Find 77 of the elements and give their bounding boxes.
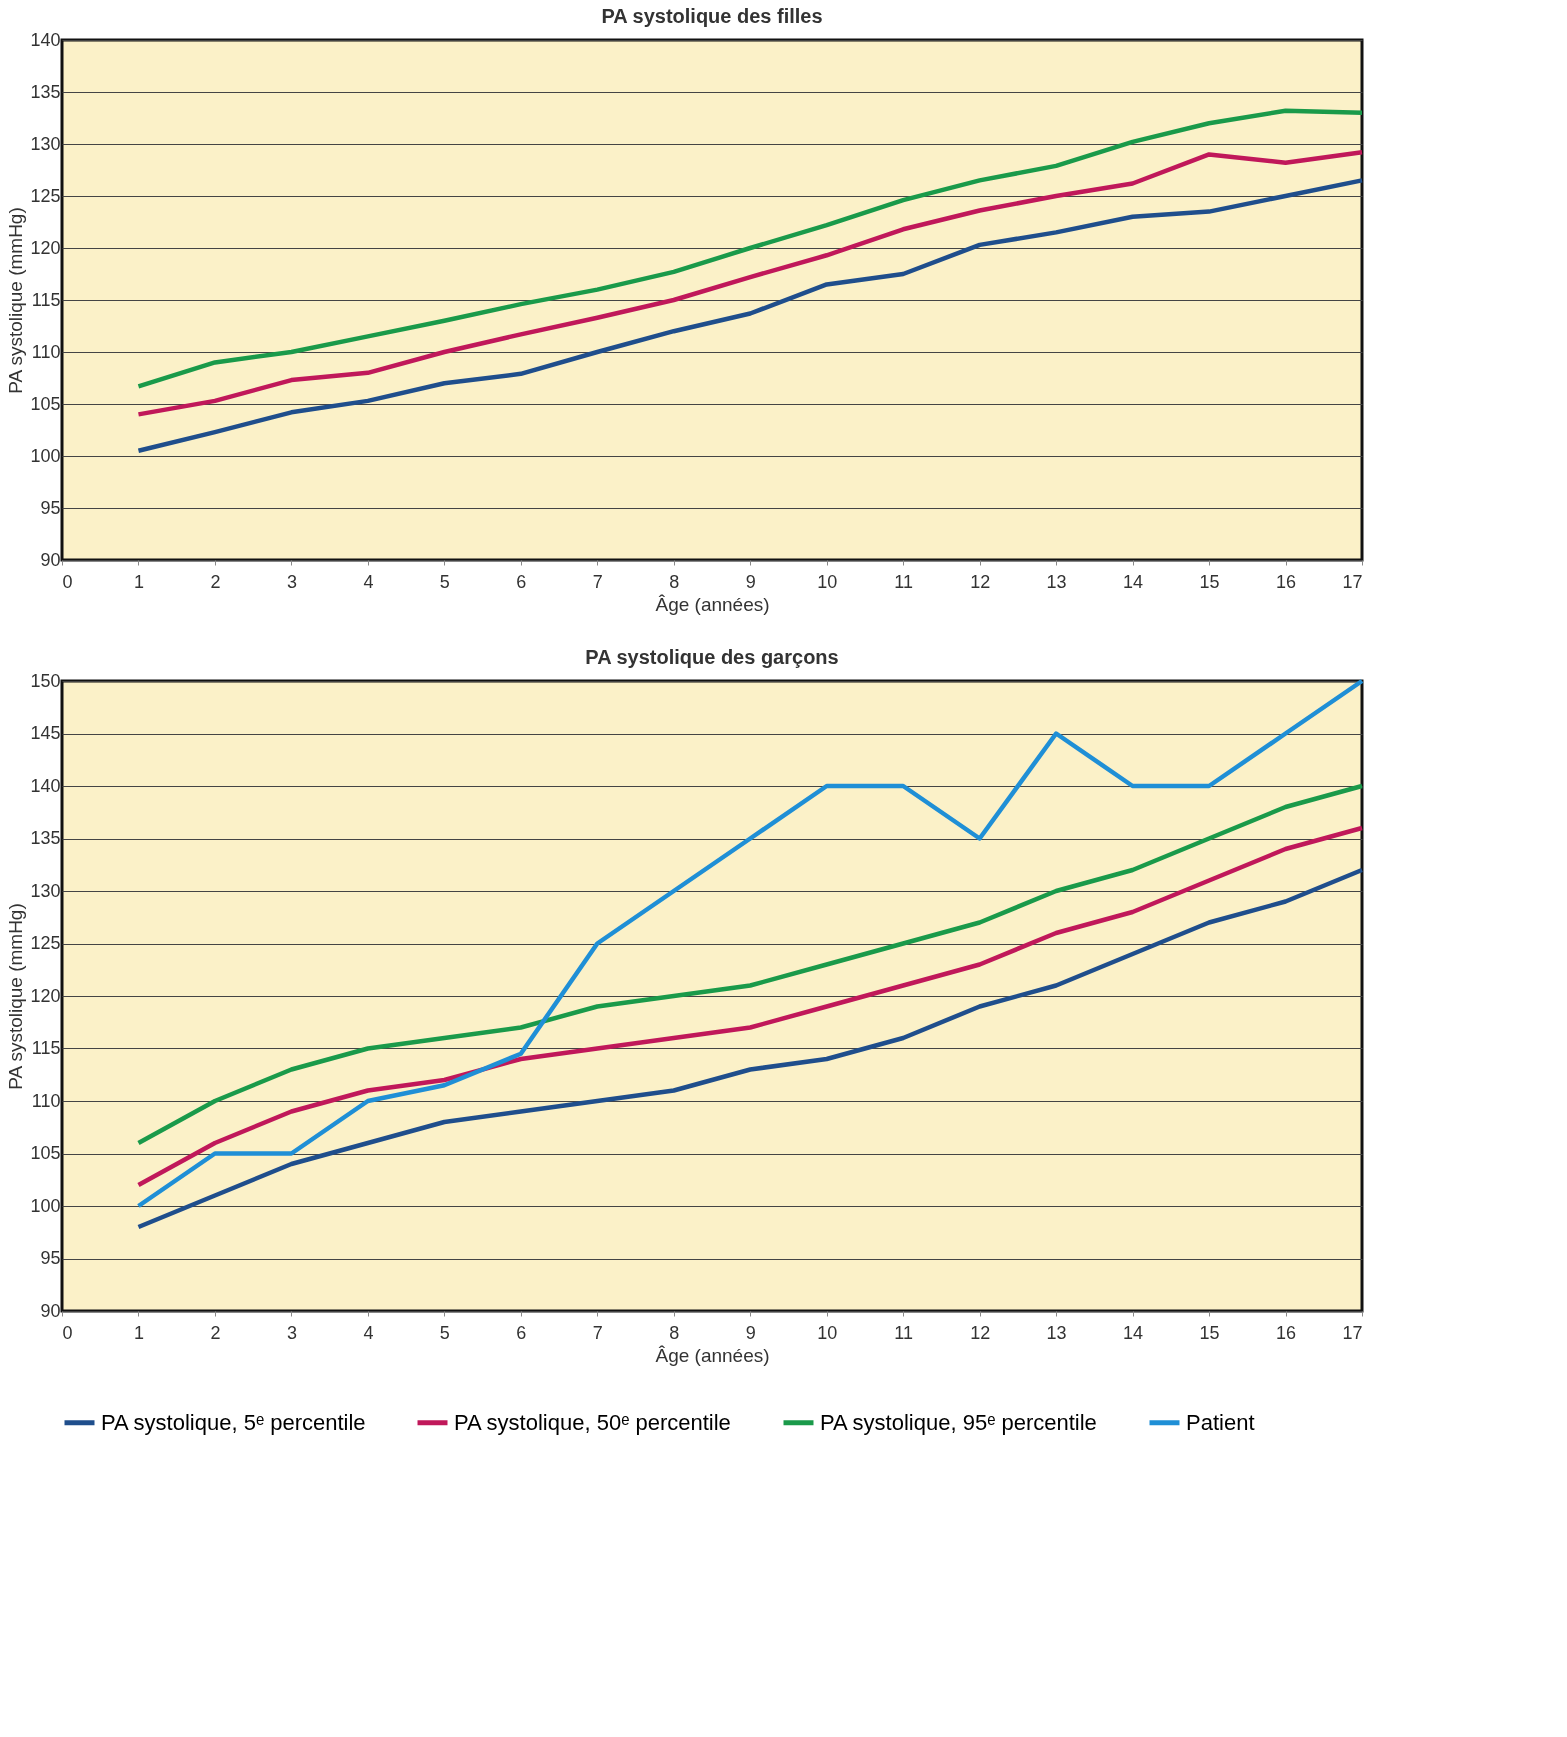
x-tick-label: 6 [516, 571, 527, 592]
y-tick-label: 110 [31, 341, 61, 362]
x-axis-title: Âge (années) [655, 1344, 770, 1366]
line-series [136, 867, 1365, 1230]
x-tick-label: 17 [1342, 1322, 1363, 1343]
line-series [136, 178, 1365, 454]
x-tick-label: 13 [1046, 1322, 1067, 1343]
x-tick-label: 9 [745, 1322, 756, 1343]
x-tick-label: 9 [745, 571, 756, 592]
x-tick-label: 11 [894, 571, 914, 592]
x-tick-label: 13 [1046, 571, 1067, 592]
y-tick-label: 135 [30, 81, 61, 102]
x-tick-label: 15 [1199, 1322, 1220, 1343]
y-tick-label: 125 [30, 933, 61, 953]
x-axis-title: Âge (années) [655, 593, 770, 615]
y-tick-label: 110 [31, 1090, 61, 1111]
y-tick-label: 105 [30, 393, 61, 414]
x-tick-label: 16 [1276, 1322, 1297, 1343]
y-tick-label: 115 [31, 1038, 61, 1058]
line-series [136, 783, 1365, 1146]
x-tick-label: 1 [133, 571, 144, 592]
line-series [136, 108, 1365, 389]
y-tick-label: 105 [30, 1143, 61, 1163]
x-tick-label: 0 [62, 1322, 73, 1343]
line-series [136, 150, 1365, 417]
x-tick-label: 8 [669, 571, 680, 592]
y-tick-label: 150 [30, 670, 61, 691]
y-tick-label: 100 [30, 1195, 61, 1216]
y-tick-label: 90 [40, 549, 61, 570]
legend-label: PA systolique, 50ᵉ percentile [454, 1409, 731, 1435]
y-tick-label: 115 [31, 289, 61, 310]
y-tick-label: 145 [30, 723, 61, 743]
legend-label: PA systolique, 5ᵉ percentile [101, 1409, 366, 1435]
y-axis-title: PA systolique (mmHg) [5, 903, 27, 1090]
legend-label: PA systolique, 95ᵉ percentile [820, 1409, 1097, 1435]
x-tick-label: 0 [62, 571, 73, 592]
x-tick-label: 4 [363, 571, 374, 592]
x-tick-label: 2 [210, 571, 221, 592]
x-tick-label: 3 [286, 1322, 297, 1343]
x-tick-label: 12 [970, 571, 991, 592]
x-tick-label: 14 [1123, 1322, 1144, 1343]
chart-title: PA systolique des garçons [585, 646, 839, 668]
y-tick-label: 140 [30, 775, 61, 796]
x-tick-label: 7 [592, 1322, 603, 1343]
x-tick-label: 17 [1342, 571, 1363, 592]
x-tick-label: 15 [1199, 571, 1220, 592]
x-tick-label: 3 [286, 571, 297, 592]
x-tick-label: 4 [363, 1322, 374, 1343]
y-tick-label: 130 [30, 133, 61, 154]
x-tick-label: 5 [439, 1322, 450, 1343]
x-tick-label: 12 [970, 1322, 991, 1343]
line-series [136, 825, 1365, 1188]
y-tick-label: 100 [30, 445, 61, 466]
x-tick-label: 7 [592, 571, 603, 592]
y-tick-label: 135 [30, 828, 61, 848]
y-tick-label: 140 [30, 29, 61, 50]
y-tick-label: 120 [30, 237, 61, 258]
x-tick-label: 10 [817, 1322, 838, 1343]
x-tick-label: 6 [516, 1322, 527, 1343]
x-tick-label: 14 [1123, 571, 1144, 592]
x-tick-label: 8 [669, 1322, 680, 1343]
chart-title: PA systolique des filles [601, 5, 823, 27]
legend-label: Patient [1186, 1409, 1255, 1435]
y-axis-title: PA systolique (mmHg) [5, 207, 27, 394]
y-tick-label: 130 [30, 880, 61, 901]
y-tick-label: 95 [40, 497, 61, 518]
x-tick-label: 16 [1276, 571, 1297, 592]
line-series [136, 678, 1365, 1209]
x-tick-label: 1 [133, 1322, 144, 1343]
y-tick-label: 95 [40, 1248, 61, 1268]
y-tick-label: 125 [30, 185, 61, 206]
y-tick-label: 120 [30, 985, 61, 1006]
y-tick-label: 90 [40, 1300, 61, 1321]
x-tick-label: 11 [894, 1322, 914, 1343]
x-tick-label: 5 [439, 571, 450, 592]
x-tick-label: 2 [210, 1322, 221, 1343]
x-tick-label: 10 [817, 571, 838, 592]
